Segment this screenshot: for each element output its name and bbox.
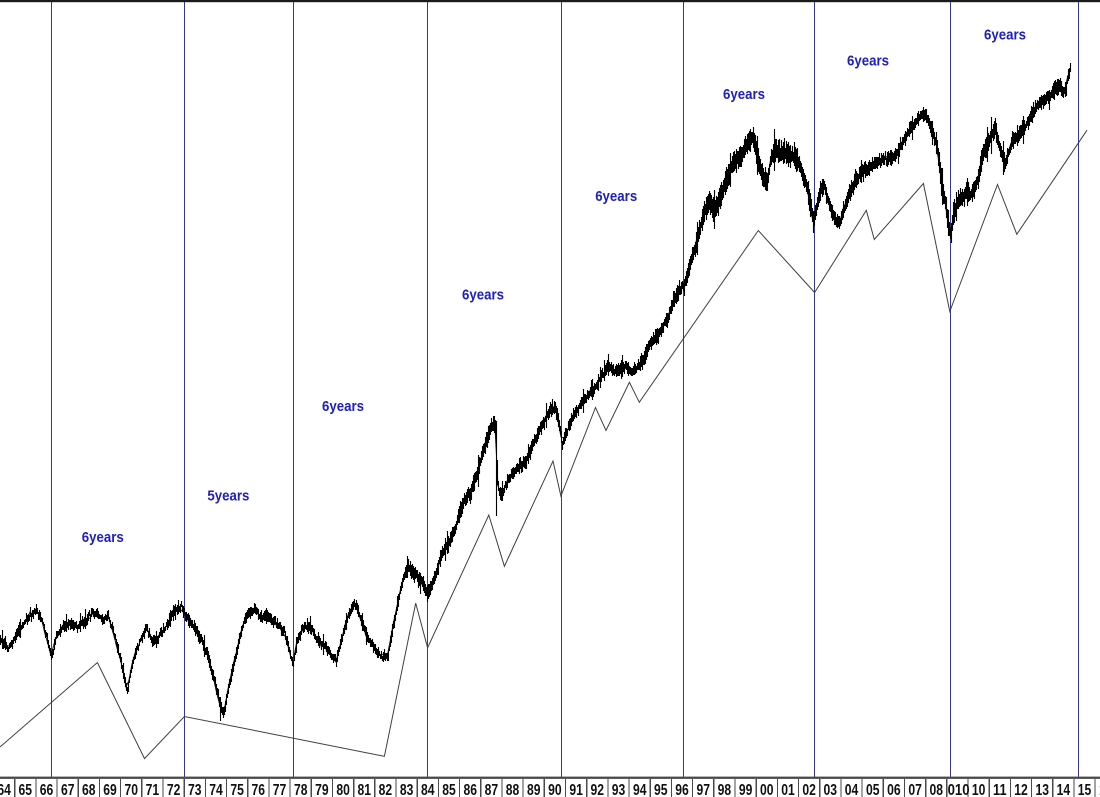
svg-text:010: 010 xyxy=(948,782,970,797)
svg-text:08: 08 xyxy=(929,782,943,797)
svg-text:91: 91 xyxy=(569,782,583,797)
svg-text:64: 64 xyxy=(0,782,11,797)
svg-text:75: 75 xyxy=(230,782,244,797)
svg-text:66: 66 xyxy=(40,782,54,797)
svg-text:82: 82 xyxy=(379,782,393,797)
svg-text:6years: 6years xyxy=(723,87,765,103)
svg-text:15: 15 xyxy=(1078,782,1092,797)
svg-text:6years: 6years xyxy=(82,530,124,546)
svg-text:06: 06 xyxy=(887,782,901,797)
svg-text:6years: 6years xyxy=(984,28,1026,44)
svg-text:94: 94 xyxy=(633,782,647,797)
svg-text:99: 99 xyxy=(739,782,753,797)
svg-text:71: 71 xyxy=(146,782,160,797)
svg-text:12: 12 xyxy=(1014,782,1028,797)
svg-text:6years: 6years xyxy=(847,54,889,70)
svg-text:88: 88 xyxy=(506,782,520,797)
svg-text:10: 10 xyxy=(972,782,986,797)
svg-text:95: 95 xyxy=(654,782,668,797)
svg-text:13: 13 xyxy=(1035,782,1049,797)
svg-text:93: 93 xyxy=(612,782,626,797)
svg-text:05: 05 xyxy=(866,782,880,797)
svg-text:89: 89 xyxy=(527,782,541,797)
svg-text:00: 00 xyxy=(760,782,774,797)
svg-text:6years: 6years xyxy=(322,399,364,415)
svg-text:84: 84 xyxy=(421,782,435,797)
svg-text:04: 04 xyxy=(845,782,859,797)
svg-text:85: 85 xyxy=(442,782,456,797)
svg-text:16: 16 xyxy=(1099,782,1100,797)
svg-text:72: 72 xyxy=(167,782,181,797)
svg-text:78: 78 xyxy=(294,782,308,797)
svg-text:97: 97 xyxy=(696,782,710,797)
svg-text:69: 69 xyxy=(103,782,117,797)
svg-text:74: 74 xyxy=(209,782,223,797)
svg-text:6years: 6years xyxy=(595,189,637,205)
svg-text:02: 02 xyxy=(802,782,816,797)
svg-text:11: 11 xyxy=(993,782,1007,797)
svg-text:81: 81 xyxy=(358,782,372,797)
svg-text:98: 98 xyxy=(718,782,732,797)
svg-text:68: 68 xyxy=(82,782,96,797)
svg-text:73: 73 xyxy=(188,782,202,797)
svg-text:65: 65 xyxy=(19,782,33,797)
svg-text:76: 76 xyxy=(252,782,266,797)
svg-text:70: 70 xyxy=(124,782,138,797)
svg-text:6years: 6years xyxy=(462,288,504,304)
svg-text:07: 07 xyxy=(908,782,922,797)
svg-text:92: 92 xyxy=(591,782,605,797)
svg-text:5years: 5years xyxy=(207,489,249,505)
svg-text:83: 83 xyxy=(400,782,414,797)
svg-text:86: 86 xyxy=(463,782,477,797)
svg-text:79: 79 xyxy=(315,782,329,797)
svg-text:80: 80 xyxy=(336,782,350,797)
svg-text:90: 90 xyxy=(548,782,562,797)
svg-text:96: 96 xyxy=(675,782,689,797)
svg-text:67: 67 xyxy=(61,782,75,797)
svg-text:87: 87 xyxy=(485,782,499,797)
svg-text:03: 03 xyxy=(824,782,838,797)
svg-text:14: 14 xyxy=(1057,782,1071,797)
svg-text:01: 01 xyxy=(781,782,795,797)
svg-text:77: 77 xyxy=(273,782,287,797)
